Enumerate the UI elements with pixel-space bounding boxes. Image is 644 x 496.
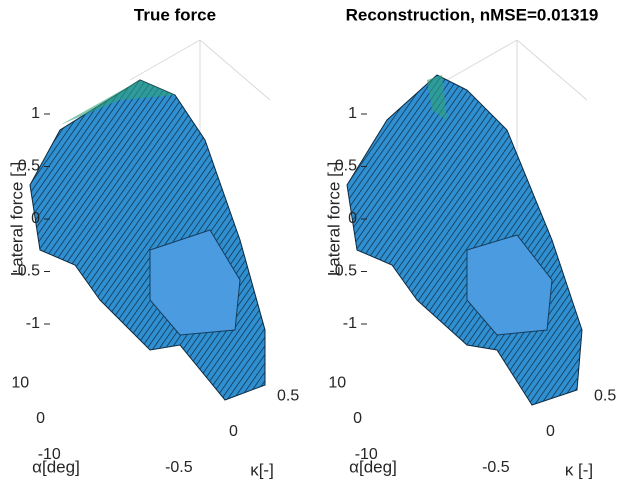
y-tick-label: -0.5 <box>482 459 510 476</box>
z-tick-label: 0.5 <box>18 158 40 175</box>
figure: True forceLateral force [-]α[deg]κ[-]-1-… <box>0 0 644 491</box>
x-tick-label: 0 <box>353 410 362 427</box>
z-tick-label: -0.5 <box>329 263 357 280</box>
x-tick-label: -10 <box>38 446 61 463</box>
y-axis-label: κ [-] <box>565 460 593 479</box>
z-tick-label: -0.5 <box>12 263 40 280</box>
z-tick-label: -1 <box>343 315 357 332</box>
surface <box>30 80 265 400</box>
x-tick-label: 10 <box>11 374 29 391</box>
x-tick-label: 10 <box>328 374 346 391</box>
y-axis-label: κ[-] <box>250 460 274 479</box>
x-tick-label: 0 <box>36 410 45 427</box>
y-tick-label: 0.5 <box>277 388 299 405</box>
z-axis-label: Lateral force [-] <box>7 162 26 276</box>
z-tick-label: 1 <box>348 105 357 122</box>
surface <box>347 75 582 405</box>
chart-title: True force <box>134 5 216 24</box>
z-tick-label: -1 <box>26 315 40 332</box>
z-tick-label: 0.5 <box>335 158 357 175</box>
x-tick-label: -10 <box>355 446 378 463</box>
y-tick-label: 0 <box>229 423 238 440</box>
z-tick-label: 0 <box>31 210 40 227</box>
y-tick-label: 0 <box>546 423 555 440</box>
z-tick-label: 0 <box>348 210 357 227</box>
y-tick-label: -0.5 <box>165 459 193 476</box>
z-tick-label: 1 <box>31 105 40 122</box>
panel: Reconstruction, nMSE=0.01319 Lateral forc… <box>324 5 616 479</box>
y-tick-label: 0.5 <box>594 388 616 405</box>
z-axis-label: Lateral force [-] <box>324 162 343 276</box>
chart-title: Reconstruction, nMSE=0.01319 <box>346 5 599 24</box>
